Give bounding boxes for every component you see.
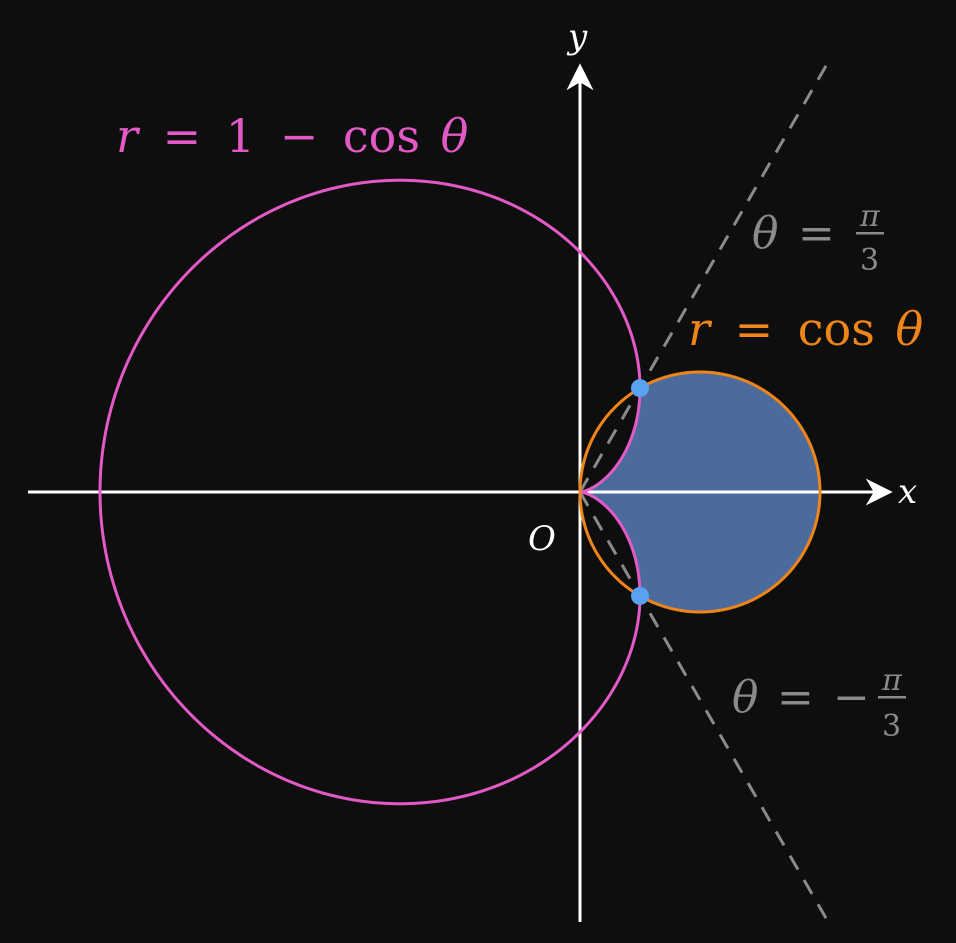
- intersection-point-upper: [631, 379, 649, 398]
- ray-lower-label-minus: −: [833, 672, 870, 723]
- cardioid-label: r = 1 − cos θ: [116, 109, 468, 163]
- ray-upper-label-fraction-bar: [856, 232, 884, 235]
- ray-lower-label: θ = − π 3: [732, 663, 906, 744]
- circle-label: r = cos θ: [688, 302, 923, 356]
- ray-theta-minus-pi-over-3: [578, 491, 834, 930]
- circle-label-cos: cos: [798, 302, 875, 356]
- ray-upper-label-denominator: 3: [860, 243, 879, 278]
- ray-upper-label-numerator: π: [859, 199, 881, 234]
- y-axis-label: y: [566, 17, 588, 57]
- cardioid-label-r: r: [116, 109, 141, 163]
- ray-lower-label-theta: θ: [732, 672, 759, 723]
- ray-lower-label-denominator: 3: [882, 709, 901, 744]
- x-axis-label: x: [898, 472, 917, 512]
- cardioid-label-cos: cos: [343, 109, 420, 163]
- circle-label-eq: =: [735, 302, 774, 356]
- origin-label: O: [528, 519, 556, 559]
- cardioid-label-eq: =: [163, 109, 202, 163]
- ray-upper-label-eq: =: [798, 208, 835, 259]
- cardioid-label-minus: −: [280, 109, 319, 163]
- ray-lower-label-numerator: π: [881, 663, 903, 698]
- cardioid-label-one: 1: [226, 109, 255, 163]
- ray-lower-label-eq: =: [777, 672, 814, 723]
- cardioid-label-theta: θ: [441, 109, 469, 163]
- circle-label-r: r: [688, 302, 713, 356]
- intersection-point-lower: [631, 586, 649, 605]
- circle-label-theta: θ: [896, 302, 924, 356]
- ray-lower-label-fraction-bar: [878, 696, 906, 699]
- ray-upper-label-theta: θ: [752, 208, 779, 259]
- ray-upper-label: θ = π 3: [752, 199, 884, 278]
- ray-theta-pi-over-3: [578, 54, 834, 493]
